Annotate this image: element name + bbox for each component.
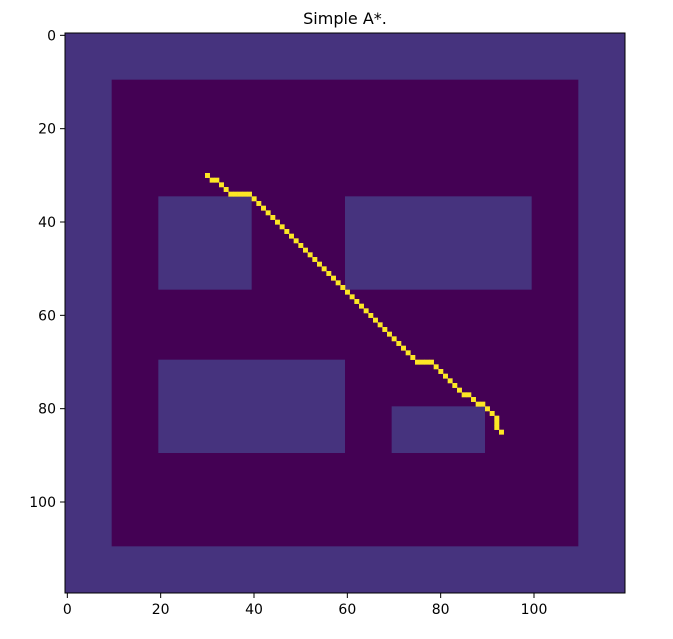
- path-cell: [489, 411, 495, 416]
- path-cell: [233, 191, 238, 197]
- path-cell: [475, 401, 481, 407]
- path-cell: [340, 285, 346, 290]
- path-cell: [242, 191, 248, 197]
- path-cell: [359, 303, 364, 309]
- obstacle-block: [391, 406, 485, 453]
- path-cell: [289, 233, 294, 239]
- path-cell: [466, 392, 472, 398]
- x-tick-label: 0: [63, 602, 72, 618]
- path-cell: [433, 364, 439, 370]
- path-cell: [205, 173, 210, 178]
- path-cell: [419, 359, 425, 365]
- path-cell: [387, 331, 392, 337]
- path-cell: [410, 355, 416, 360]
- y-tick-label: 40: [38, 215, 56, 231]
- path-cell: [298, 243, 304, 248]
- path-cell: [303, 247, 308, 253]
- path-cell: [377, 322, 383, 328]
- axes-frame: [64, 32, 626, 594]
- path-cell: [284, 229, 290, 234]
- path-cell: [219, 182, 224, 188]
- path-cell: [270, 215, 276, 220]
- chart-title: Simple A*.: [303, 9, 387, 28]
- path-cell: [494, 420, 500, 426]
- path-cell: [443, 373, 448, 379]
- path-cell: [452, 383, 458, 388]
- path-cell: [256, 201, 262, 206]
- x-tick-label: 80: [432, 602, 450, 618]
- path-cell: [368, 313, 374, 318]
- path-cell: [345, 289, 350, 295]
- path-cell: [424, 359, 430, 365]
- x-axis: 0 20 40 60 80 100: [63, 593, 547, 618]
- path-cell: [499, 429, 504, 435]
- x-tick-label: 20: [152, 602, 170, 618]
- y-tick-label: 80: [38, 402, 56, 418]
- path-cell: [265, 210, 271, 216]
- path-cell: [401, 345, 406, 351]
- astar-path: [205, 173, 504, 435]
- obstacle-block: [158, 359, 345, 453]
- path-cell: [396, 341, 402, 346]
- obstacle-block: [158, 196, 252, 290]
- obstacle-block: [345, 196, 532, 290]
- path-cell: [415, 359, 420, 365]
- path-cell: [312, 257, 318, 262]
- path-cell: [335, 280, 341, 286]
- path-cell: [237, 191, 243, 197]
- path-cell: [214, 177, 220, 183]
- path-cell: [293, 238, 299, 244]
- x-tick-label: 100: [521, 602, 548, 618]
- path-cell: [261, 205, 266, 211]
- path-cell: [494, 425, 500, 430]
- path-cell: [485, 406, 490, 412]
- y-axis: 0 20 40 60 80 100: [29, 28, 65, 511]
- path-cell: [438, 369, 444, 374]
- free-space: [111, 79, 579, 547]
- path-cell: [354, 299, 360, 304]
- path-cell: [471, 397, 476, 402]
- path-cell: [405, 350, 411, 356]
- path-cell: [228, 191, 234, 197]
- path-cell: [223, 187, 229, 192]
- y-tick-label: 100: [29, 495, 56, 511]
- path-cell: [321, 266, 327, 272]
- x-tick-label: 60: [338, 602, 356, 618]
- y-tick-label: 20: [38, 122, 56, 138]
- path-cell: [447, 378, 453, 384]
- path-cell: [494, 415, 500, 421]
- path-cell: [480, 401, 486, 407]
- path-cell: [251, 196, 257, 202]
- path-cell: [275, 219, 280, 225]
- path-cell: [247, 191, 252, 197]
- path-cell: [349, 294, 355, 300]
- path-cell: [382, 327, 388, 332]
- x-tick-label: 40: [245, 602, 263, 618]
- path-cell: [373, 317, 378, 323]
- y-tick-label: 60: [38, 308, 56, 324]
- path-cell: [331, 275, 336, 281]
- path-cell: [317, 261, 322, 267]
- y-tick-label: 0: [47, 28, 56, 44]
- path-cell: [391, 336, 397, 342]
- heatmap-image: [65, 33, 625, 593]
- path-cell: [457, 387, 462, 393]
- path-cell: [307, 252, 313, 258]
- path-cell: [279, 224, 285, 230]
- path-cell: [429, 359, 434, 365]
- path-cell: [326, 271, 332, 276]
- path-cell: [461, 392, 467, 398]
- path-cell: [363, 308, 369, 314]
- path-cell: [209, 177, 215, 183]
